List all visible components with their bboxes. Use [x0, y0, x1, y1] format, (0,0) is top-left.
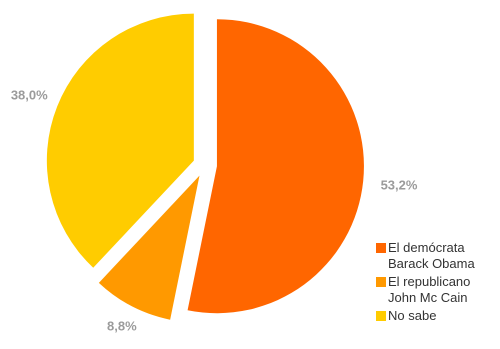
legend-item-obama: El demócrata Barack Obama [376, 240, 500, 272]
legend-swatch-obama [376, 243, 386, 253]
legend-item-no-sabe: No sabe [376, 308, 500, 324]
pie-slice-no-sabe [46, 13, 194, 268]
data-label-mccain: 8,8% [106, 318, 137, 334]
pie-slice-mccain [98, 175, 200, 320]
legend-label-obama: El demócrata Barack Obama [388, 240, 475, 271]
data-label-no-sabe: 38,0% [10, 87, 48, 103]
legend-swatch-no-sabe [376, 311, 386, 321]
legend: El demócrata Barack Obama El republicano… [376, 240, 500, 326]
legend-label-no-sabe: No sabe [388, 308, 437, 323]
pie-slice-obama [187, 19, 364, 314]
legend-swatch-mccain [376, 277, 386, 287]
legend-item-mccain: El republicano John Mc Cain [376, 274, 500, 306]
data-label-obama: 53,2% [380, 177, 418, 193]
legend-label-mccain: El republicano John Mc Cain [388, 274, 471, 305]
